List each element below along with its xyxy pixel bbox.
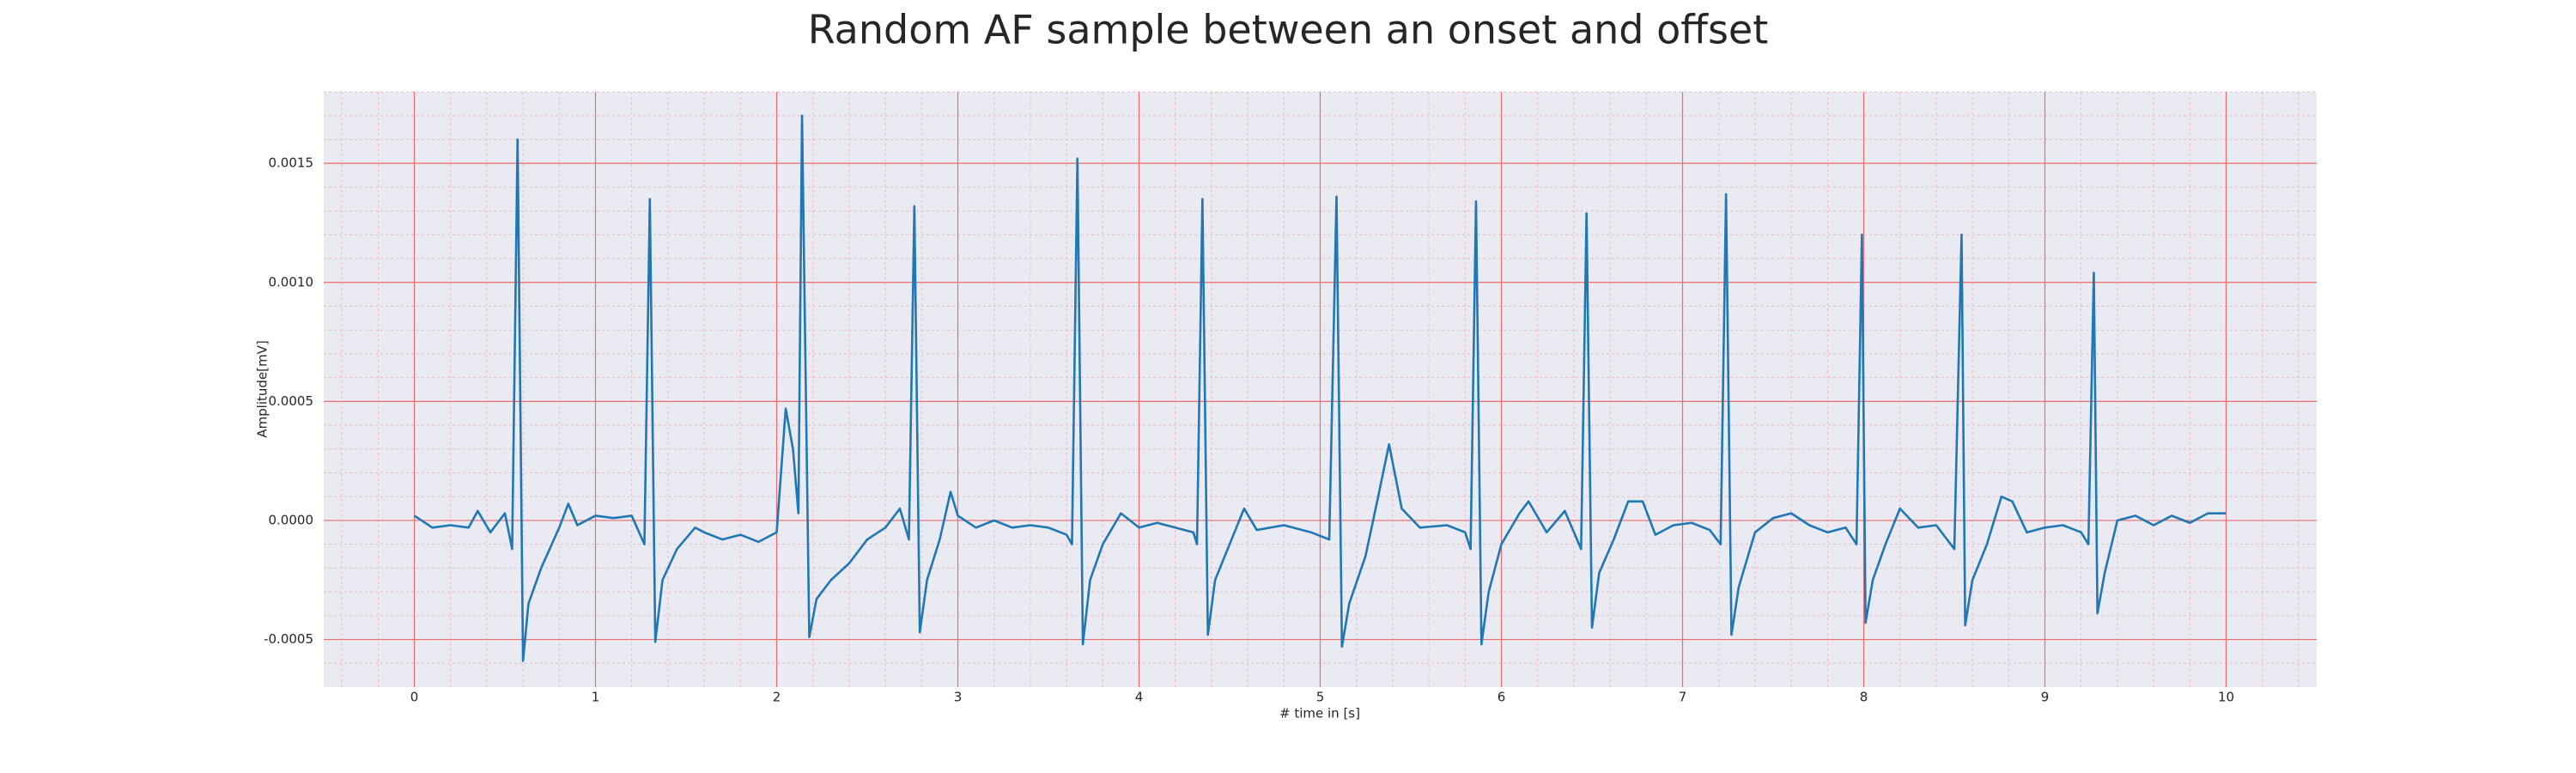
y-tick-label: 0.0015: [269, 155, 314, 171]
y-tick-label: 0.0005: [269, 393, 314, 409]
x-tick-label: 3: [954, 690, 963, 705]
x-tick-label: 7: [1679, 690, 1687, 705]
x-tick-label: 4: [1135, 690, 1144, 705]
x-tick-label: 1: [592, 690, 600, 705]
x-axis-label: # time in [s]: [1279, 706, 1360, 721]
x-tick-label: 6: [1498, 690, 1506, 705]
x-tick-label: 0: [410, 690, 419, 705]
ecg-line: [413, 114, 2227, 662]
y-tick-label: 0.0010: [269, 274, 314, 289]
x-tick-label: 8: [1860, 690, 1868, 705]
y-tick-label: -0.0005: [264, 631, 313, 647]
y-axis-label: Amplitude[mV]: [255, 340, 270, 437]
x-tick-label: 10: [2218, 690, 2234, 705]
x-tick-label: 9: [2041, 690, 2050, 705]
chart-title: Random AF sample between an onset and of…: [808, 7, 1769, 53]
x-tick-label: 2: [773, 690, 781, 705]
y-tick-label: 0.0000: [269, 512, 314, 527]
x-tick-label: 5: [1316, 690, 1325, 705]
